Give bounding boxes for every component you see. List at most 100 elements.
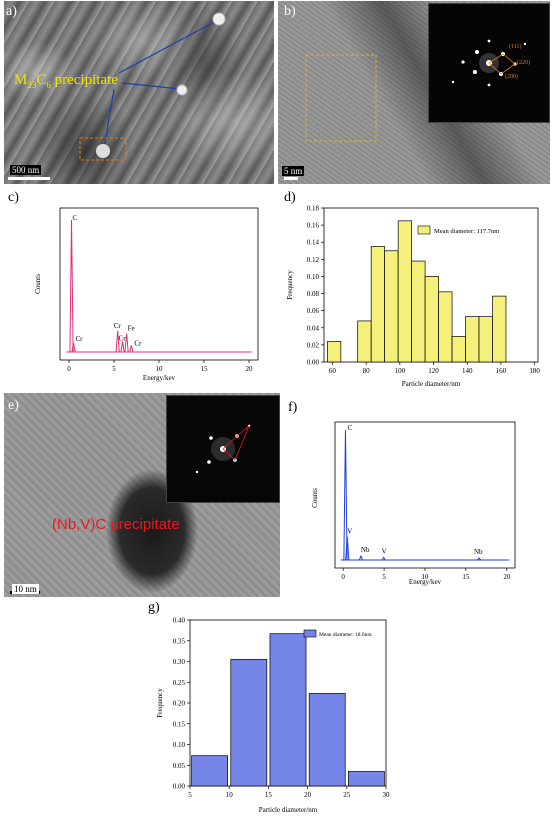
eds-f-xlabel: Energy/kev [409,578,442,586]
micrograph-b: (111) (220) (200) 5 nm [278,1,550,184]
eds-c-peak-4 [124,333,129,353]
eds-c-peak-label-0: C [73,214,78,222]
eds-c-xtick-label-1: 5 [112,365,116,373]
hist-d-ytick-label-0: 0.00 [307,359,320,367]
scale-bar-label-a: 500 nm [10,165,42,175]
selection-box [79,137,127,161]
hist-g-xtick-label-2: 15 [265,791,273,799]
eds-c-peak-label-3: Cr [119,334,127,342]
panel-label-e: e) [8,398,19,413]
hist-d-ytick-label-1: 0.02 [307,341,320,349]
eds-c-peak-label-5: Cr [134,339,142,347]
hist-d-legend: Mean diameter: 117.7nm [417,225,499,235]
hist-d-xtick-label-1: 80 [363,367,371,375]
hist-g-xtick-label-0: 5 [188,791,192,799]
hist-g-xtick-label-1: 10 [226,791,234,799]
eds-f-peak-label-0: C [347,424,352,432]
fft-pattern-e [195,424,251,474]
fft-label-2: (220) [517,60,530,66]
hist-g-ylabel: Frequency [156,688,164,718]
eds-c-peak-5 [129,345,134,353]
hist-g-bar-4 [348,771,385,787]
hist-g-bar-3 [308,693,346,787]
hist-d-bar-6 [424,276,439,363]
hist-g-bar-1 [230,659,268,787]
eds-f-peak-0 [343,429,348,561]
hist-g-ytick-label-1: 0.05 [173,762,186,770]
hist-d-xtick-label-2: 100 [395,367,406,375]
eds-c-ylabel: Counts [34,274,42,294]
eds-f-peak-4 [477,557,481,561]
hist-d-ytick-label-5: 0.10 [307,273,320,281]
eds-c-peak-label-1: Cr [76,335,84,343]
eds-c-peak-2 [115,330,120,353]
hist-d-legend-text: Mean diameter: 117.7nm [434,228,499,235]
eds-f-peak-3 [381,556,386,561]
hist-d-xlabel: Particle diameter/nm [402,380,461,388]
hist-d-bar-5 [411,260,426,363]
eds-f-peak-label-3: V [382,547,387,555]
eds-c-peak-label-4: Fe [128,325,135,333]
eds-f-ylabel: Counts [311,488,319,508]
eds-f-peak-label-4: Nb [474,548,483,556]
eds-c-peak-3 [120,341,125,353]
hist-d-bar-11 [492,295,507,363]
hist-g-xtick-label-5: 30 [383,791,391,799]
hist-g-bar-0 [191,755,228,787]
eds-f-peak-2 [358,554,363,561]
eds-c-peak-1 [71,342,76,353]
precipitate-leaders [103,20,217,150]
eds-c-peak-label-2: Cr [114,322,122,330]
hist-d-ytick-label-9: 0.18 [307,205,320,213]
eds-f-xtick-label-2: 10 [422,573,430,581]
hist-g-xlabel: Particle diameter/nm [259,806,318,814]
eds-f-peak-1 [345,536,350,561]
hist-g-ytick-label-7: 0.35 [173,637,186,645]
eds-f-peak-label-1: V [347,528,352,536]
eds-c-xtick-label-0: 0 [67,365,71,373]
hist-d-ytick-label-7: 0.14 [307,239,320,247]
hist-g-xtick-label-4: 25 [343,791,351,799]
panel-label-b: b) [284,4,296,19]
hist-g-legend-text: Mean diameter: 18.6nm [319,632,372,638]
hrtem-selection-box [305,54,377,142]
hist-d-bar-3 [384,250,399,363]
micrograph-e: (Nb,V)C precipitate [4,393,280,597]
eds-c-xlabel: Energy/kev [143,374,176,382]
hist-d-bar-9 [465,316,480,363]
hist-g-ytick-label-6: 0.30 [173,658,186,666]
fft-label-3: (200) [505,74,518,80]
hist-d-bar-0 [327,341,342,363]
eds-f-xtick-label-3: 15 [462,573,470,581]
hist-d-ytick-label-2: 0.04 [307,324,320,332]
eds-f-xtick-label-4: 20 [503,573,511,581]
histogram-d: Frequency Particle diameter/nm 60 80 100 12… [286,205,540,389]
hist-d-ytick-label-8: 0.16 [307,222,320,230]
panel-label-d: d) [284,190,296,205]
scale-bar-label-e: 10 nm [12,584,39,594]
hist-d-bar-10 [478,316,493,363]
hist-g-ytick-label-4: 0.20 [173,700,186,708]
panel-label-c: c) [8,190,19,205]
nbv-precipitate-annotation: (Nb,V)C precipitate [52,516,180,533]
eds-c-xtick-label-2: 10 [156,365,164,373]
hist-d-bar-4 [397,220,412,363]
hist-g-ytick-label-3: 0.15 [173,720,186,728]
hist-g-bar-2 [269,633,307,787]
hist-d-xtick-label-3: 120 [428,367,439,375]
hist-d-bar-8 [451,335,466,363]
precipitate-annotation: M23C6 precipitate [14,72,118,90]
hist-d-ylabel: Frequency [286,270,294,300]
panel-label-a: a) [6,4,17,19]
fft-inset-b: (111) (220) (200) [428,3,550,123]
eds-c-xtick-label-3: 15 [201,365,209,373]
hist-g-legend: Mean diameter: 18.6nm [303,629,372,638]
panel-label-g: g) [148,600,160,615]
hist-d-bar-1 [357,320,372,363]
scale-bar-label-b: 5 nm [282,166,305,176]
fft-inset-e [166,395,280,503]
hist-d-xtick-label-5: 160 [496,367,507,375]
eds-f-xtick-label-0: 0 [341,573,345,581]
histogram-g: Frequency Particle diameter/nm 5 10 15 20 25… [156,617,391,815]
